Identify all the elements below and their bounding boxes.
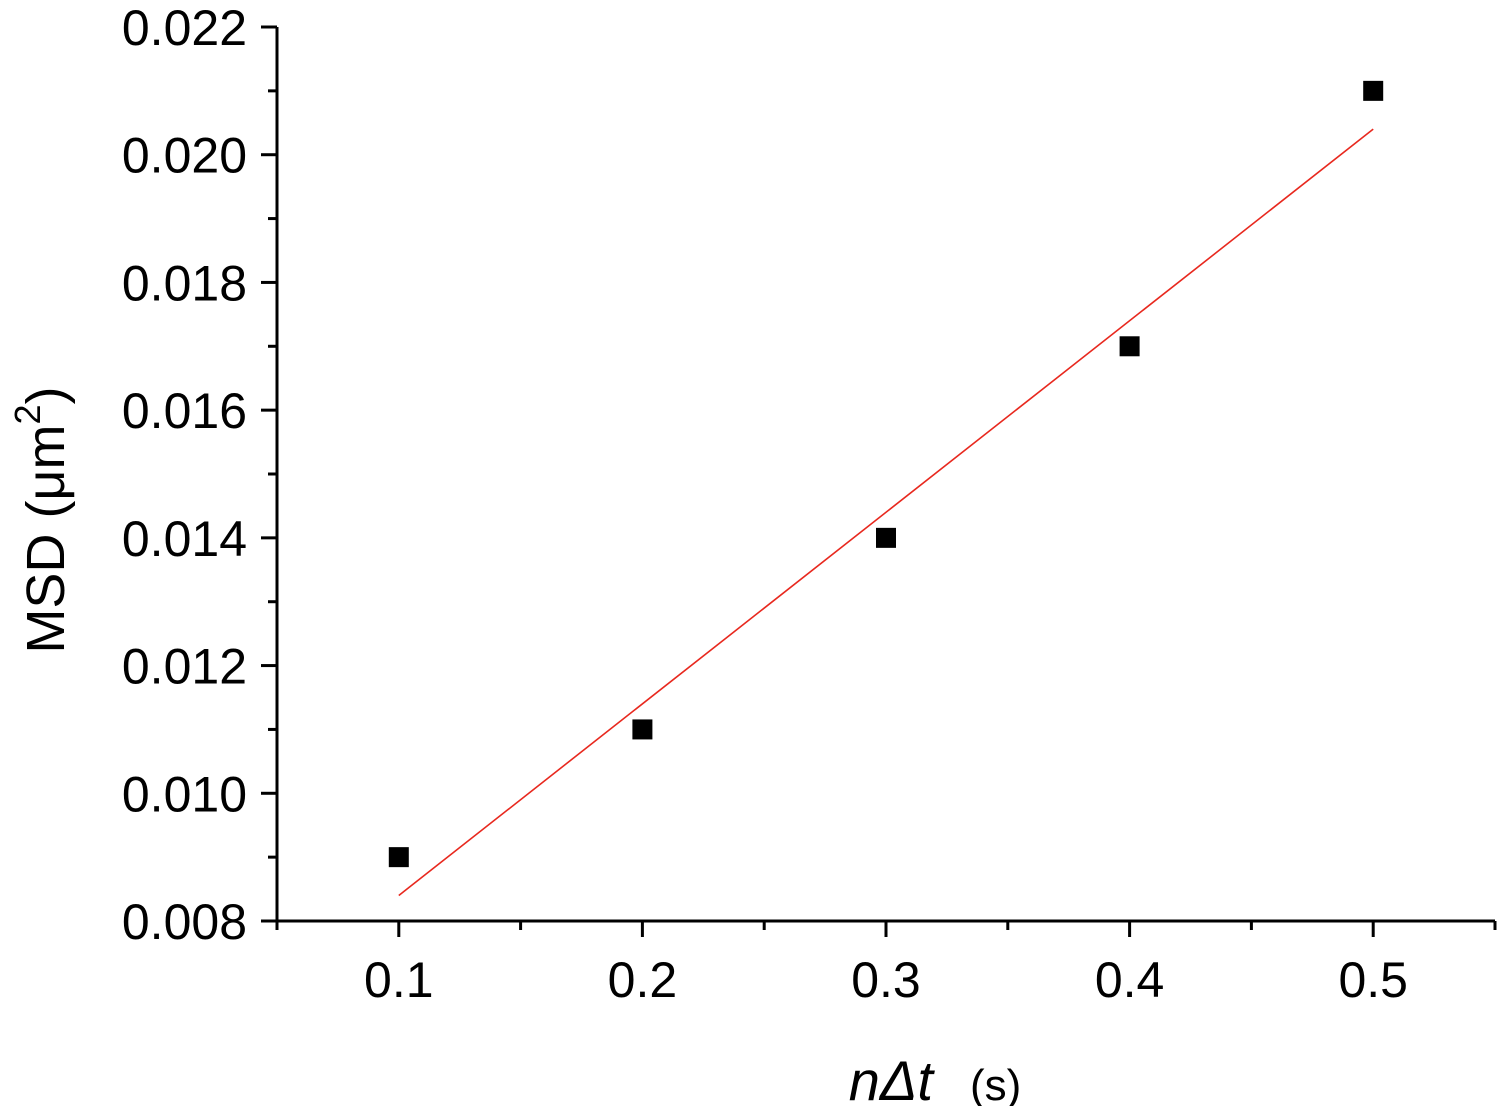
x-tick-label: 0.1	[364, 952, 434, 1008]
x-axis-label-main: nΔt	[849, 1049, 936, 1106]
y-tick-label: 0.014	[122, 511, 247, 567]
data-point	[1363, 80, 1384, 101]
y-tick-label: 0.012	[122, 639, 247, 695]
y-tick-label: 0.018	[122, 255, 247, 311]
x-tick-label: 0.4	[1095, 952, 1165, 1008]
fit-line	[398, 128, 1374, 897]
ticks	[261, 25, 1497, 937]
x-tick-label: 0.5	[1338, 952, 1408, 1008]
x-axis-label: nΔt (s)	[849, 1049, 1022, 1106]
data-point	[876, 527, 896, 548]
x-axis-label-unit: (s)	[970, 1061, 1021, 1106]
y-tick-label: 0.016	[122, 383, 247, 439]
y-axis-label: MSD (μm2)	[7, 386, 76, 653]
data-point	[1119, 336, 1140, 357]
y-axis-label-suffix: )	[16, 386, 76, 404]
y-axis-label-sup: 2	[7, 404, 48, 424]
x-tick-label: 0.3	[851, 952, 921, 1008]
axes	[275, 27, 1495, 923]
data-points	[388, 80, 1384, 868]
data-point	[632, 719, 653, 740]
fit-line-group	[398, 128, 1374, 897]
x-tick-label: 0.2	[608, 952, 678, 1008]
y-tick-label: 0.010	[122, 766, 247, 822]
y-tick-label: 0.008	[122, 894, 247, 950]
tick-labels: 0.008 0.010 0.012 0.014 0.016 0.018 0.020 0.022…	[122, 0, 1408, 1008]
y-tick-label: 0.020	[122, 128, 247, 184]
y-tick-label: 0.022	[122, 0, 247, 56]
y-axis-label-prefix: MSD (μm	[16, 424, 76, 653]
data-point	[388, 847, 409, 868]
